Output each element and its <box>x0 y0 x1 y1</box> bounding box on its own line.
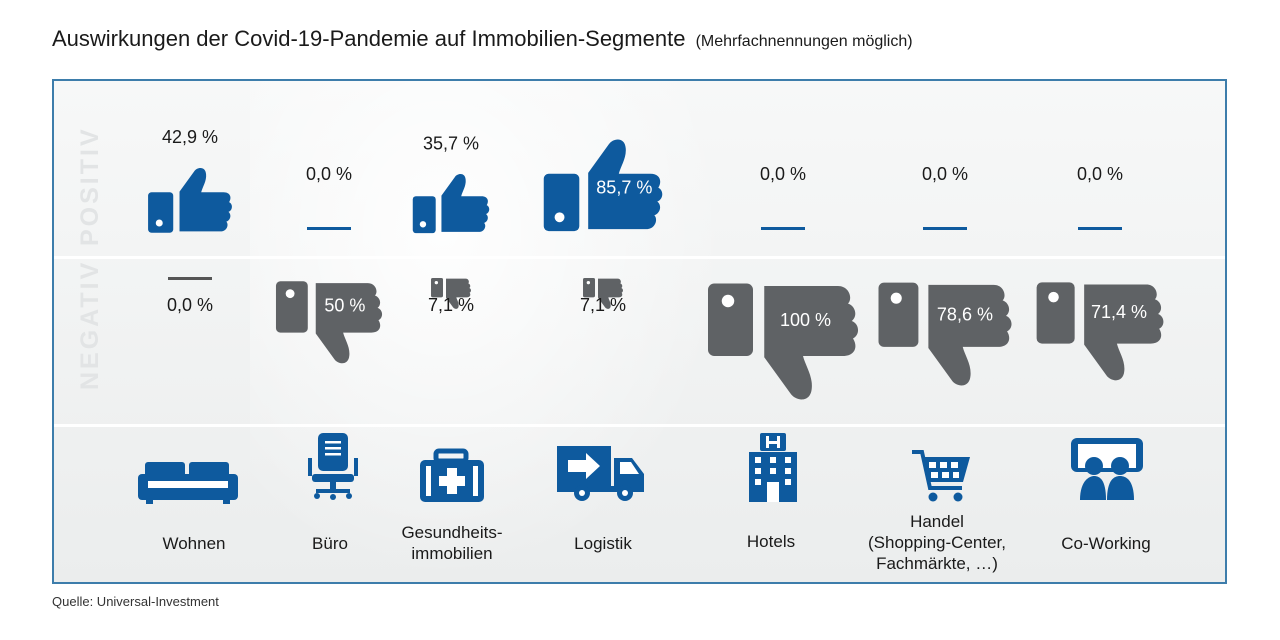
thumb-down-4 <box>708 283 859 400</box>
positive-zero-dash-5 <box>923 227 967 230</box>
positive-zero-dash-1 <box>307 227 351 230</box>
positive-value-label-5: 0,0 % <box>922 164 968 184</box>
positive-value-label-0: 42,9 % <box>162 127 218 147</box>
thumb-up-3 <box>543 139 663 232</box>
sofa-icon <box>138 462 238 504</box>
positive-value-label-2: 35,7 % <box>423 133 479 153</box>
row-separator-top <box>54 256 1225 259</box>
category-label-gesundheitsimmobilien: Gesundheits- immobilien <box>401 523 503 563</box>
chart-title-text: Auswirkungen der Covid-19-Pandemie auf I… <box>52 26 686 51</box>
source-note: Quelle: Universal-Investment <box>52 594 219 609</box>
thumb-down-6 <box>1036 282 1164 381</box>
positive-value-label-3: 85,7 % <box>596 178 652 198</box>
thumb-down-5 <box>878 282 1012 386</box>
negative-value-label-3: 7,1 % <box>580 295 626 315</box>
chart-subtitle: (Mehrfachnennungen möglich) <box>695 33 913 50</box>
chart-title: Auswirkungen der Covid-19-Pandemie auf I… <box>52 26 913 52</box>
negative-value-label-2: 7,1 % <box>428 295 474 315</box>
positive-value-label-6: 0,0 % <box>1077 164 1123 184</box>
positive-value-label-4: 0,0 % <box>760 164 806 184</box>
positive-zero-dash-6 <box>1078 227 1122 230</box>
thumb-up-2 <box>412 174 490 234</box>
positive-value-label-1: 0,0 % <box>306 164 352 184</box>
shopping-cart-icon <box>912 450 970 502</box>
first-aid-kit-icon <box>420 448 484 502</box>
delivery-truck-icon <box>557 446 644 501</box>
category-label-coworking: Co-Working <box>1061 534 1151 553</box>
negative-value-label-1: 50 % <box>324 295 365 315</box>
hotel-building-icon <box>749 433 797 502</box>
thumb-down-1 <box>275 281 383 364</box>
thumb-down-2 <box>431 277 471 309</box>
negative-value-label-6: 71,4 % <box>1091 302 1147 322</box>
office-chair-icon <box>308 433 358 500</box>
thumb-up-0 <box>148 167 232 233</box>
negative-value-label-4: 100 % <box>780 310 831 330</box>
category-label-buero: Büro <box>312 534 348 553</box>
negative-zero-dash-0 <box>168 277 212 280</box>
coworking-people-icon <box>1071 438 1143 500</box>
category-label-wohnen: Wohnen <box>162 534 226 553</box>
negative-value-label-0: 0,0 % <box>167 295 213 315</box>
category-label-logistik: Logistik <box>574 534 632 553</box>
thumb-down-3 <box>583 277 623 309</box>
row-separator-bottom <box>54 424 1225 427</box>
category-label-handel: Handel (Shopping-Center, Fachmärkte, …) <box>868 512 1006 573</box>
positive-zero-dash-4 <box>761 227 805 230</box>
category-label-hotels: Hotels <box>746 532 796 551</box>
negative-value-label-5: 78,6 % <box>937 304 993 324</box>
